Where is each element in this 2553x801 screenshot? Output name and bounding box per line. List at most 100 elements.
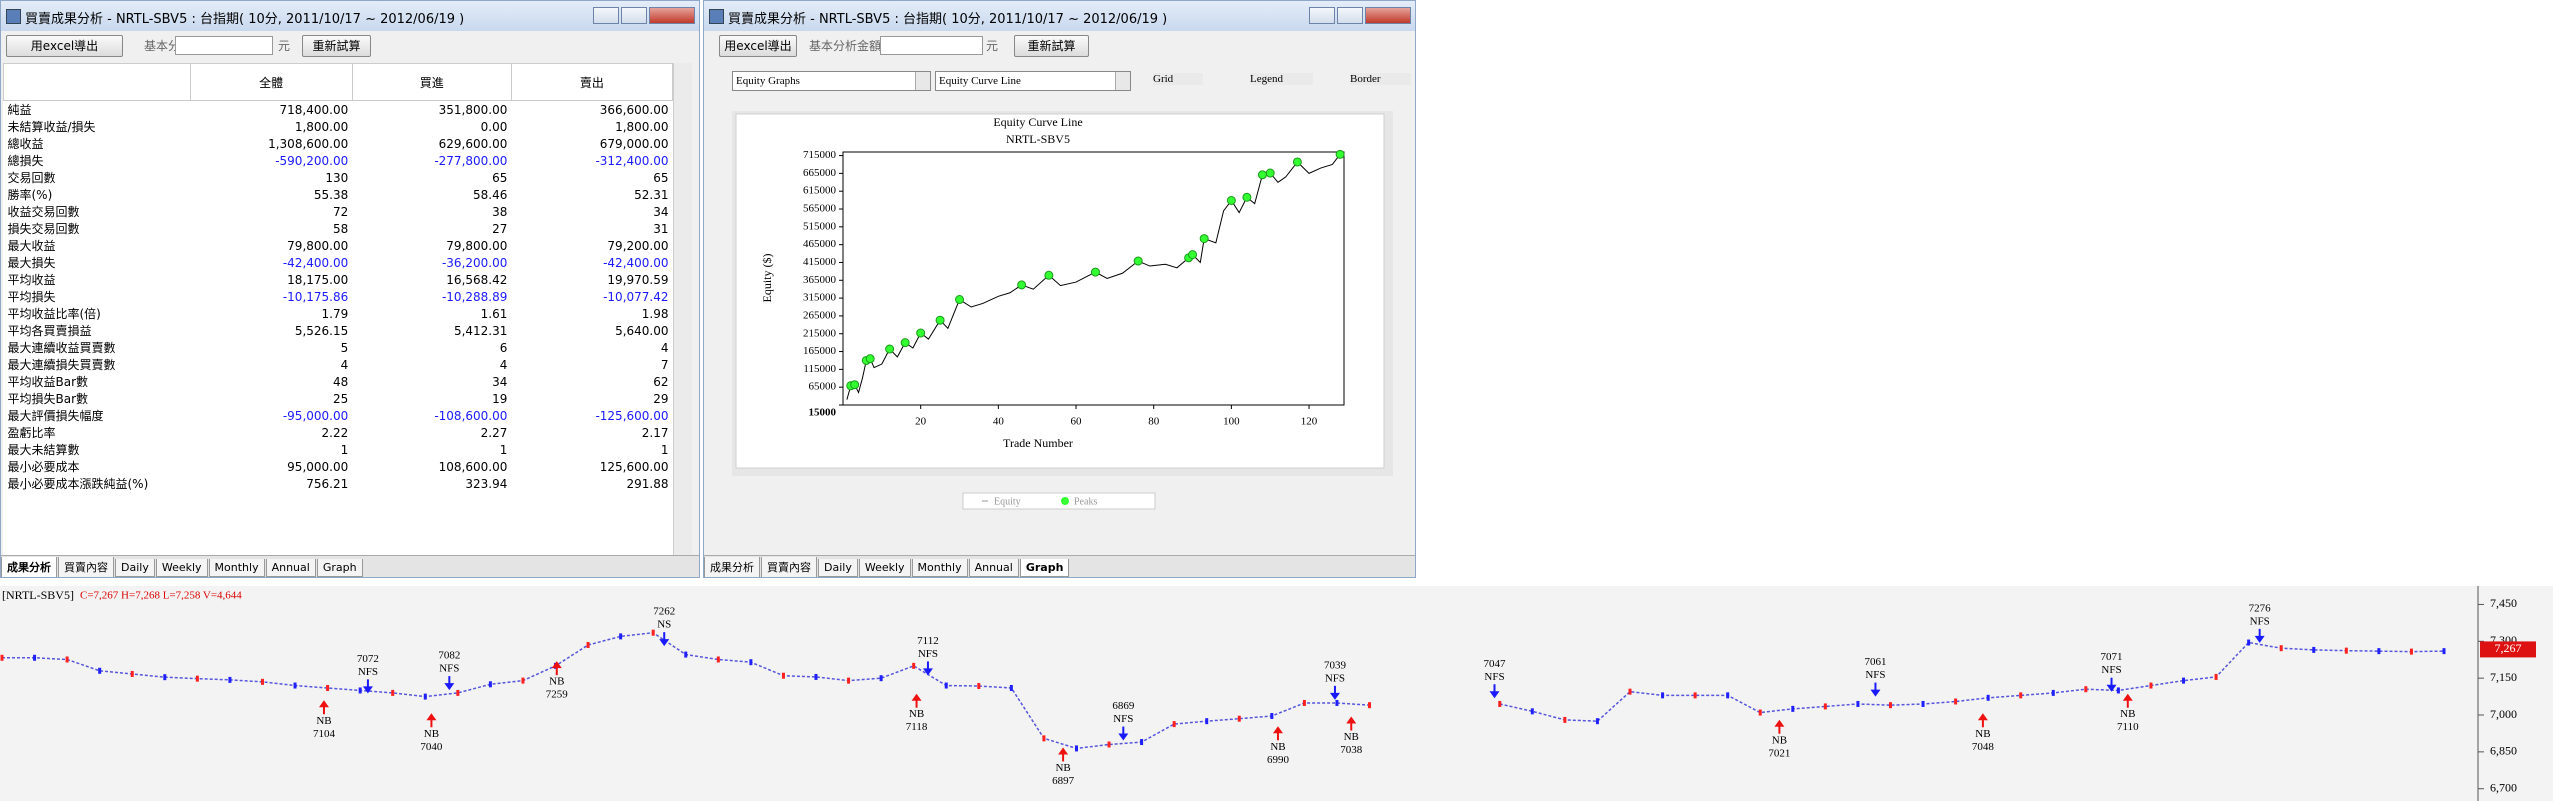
peak-point bbox=[1044, 270, 1054, 280]
table-row: 最大損失 -42,400.00 -36,200.00 -42,400.00 bbox=[4, 254, 673, 271]
tab[interactable]: 買賣內容 bbox=[761, 557, 817, 577]
price-bar bbox=[98, 667, 102, 674]
table-cell: 27 bbox=[492, 221, 508, 236]
table-cell: 108,600.00 bbox=[438, 459, 508, 474]
peak-point bbox=[955, 295, 965, 305]
table-cell: 1,308,600.00 bbox=[268, 136, 349, 151]
tab[interactable]: Weekly bbox=[858, 559, 911, 577]
option[interactable]: Border bbox=[1346, 71, 1411, 89]
table-cell: 125,600.00 bbox=[599, 459, 669, 474]
tab[interactable]: Annual bbox=[265, 559, 316, 577]
signal-price: 7038 bbox=[1340, 744, 1363, 756]
table-row: 最大未結算數 1 1 1 bbox=[4, 441, 673, 458]
table-cell: 1.98 bbox=[641, 306, 669, 321]
signal-arrowhead bbox=[2254, 635, 2265, 643]
amount-input[interactable] bbox=[175, 36, 273, 55]
table-cell: 1,800.00 bbox=[615, 119, 669, 134]
signal-name: NFS bbox=[2101, 664, 2121, 676]
table-cell: 679,000.00 bbox=[599, 136, 669, 151]
export-button[interactable]: 用excel導出 bbox=[6, 35, 123, 57]
column-header: 買進 bbox=[351, 63, 512, 101]
table-row: 純益 718,400.00 351,800.00 366,600.00 bbox=[4, 101, 673, 119]
recalc-button[interactable]: 重新試算 bbox=[302, 35, 371, 57]
tab[interactable]: Weekly bbox=[155, 559, 208, 577]
minimize-button[interactable] bbox=[1309, 7, 1335, 24]
price-bar bbox=[0, 654, 4, 661]
maximize-button[interactable] bbox=[621, 7, 647, 24]
column-header: 全體 bbox=[189, 63, 353, 101]
price-bar bbox=[1042, 735, 1046, 742]
close-button[interactable] bbox=[1365, 7, 1411, 24]
price-tick-label: 6,700 bbox=[2490, 780, 2517, 794]
tab[interactable]: 成果分析 bbox=[1, 557, 57, 577]
graph-selector-text: Equity Graphs bbox=[736, 75, 800, 87]
row-label: 平均收益 bbox=[7, 273, 56, 287]
option[interactable]: Legend bbox=[1246, 71, 1313, 89]
table-row: 收益交易回數 72 38 34 bbox=[4, 203, 673, 220]
tab[interactable]: 成果分析 bbox=[704, 557, 760, 577]
row-label: 平均損失Bar數 bbox=[7, 392, 89, 406]
tab-bar: 成果分析 買賣內容 Daily Weekly Monthly Annual Graph bbox=[1, 555, 699, 577]
price-bar bbox=[2377, 648, 2381, 655]
signal-price: 7021 bbox=[1768, 747, 1790, 759]
price-bar bbox=[1563, 716, 1567, 723]
price-bar bbox=[456, 689, 460, 696]
row-label: 平均各買賣損益 bbox=[7, 324, 92, 338]
table-row: 交易回數 130 65 65 bbox=[4, 169, 673, 186]
tab[interactable]: Daily bbox=[818, 559, 858, 577]
minimize-button[interactable] bbox=[593, 7, 619, 24]
y-tick-label: 415000 bbox=[803, 256, 837, 268]
graph-selector[interactable]: Equity Graphs bbox=[732, 71, 931, 91]
row-label: 未結算收益/損失 bbox=[7, 120, 96, 134]
tab[interactable]: Monthly bbox=[911, 559, 968, 577]
maximize-button[interactable] bbox=[1337, 7, 1363, 24]
table-cell: 7 bbox=[660, 357, 669, 372]
price-bar bbox=[977, 683, 981, 690]
table-cell: -95,000.00 bbox=[282, 408, 349, 423]
table-cell: -277,800.00 bbox=[434, 153, 508, 168]
price-bar bbox=[1758, 709, 1762, 716]
table-cell: 58 bbox=[332, 221, 349, 236]
tab[interactable]: Graph bbox=[1019, 559, 1070, 577]
tab[interactable]: Monthly bbox=[208, 559, 265, 577]
table-cell: 16,568.42 bbox=[446, 272, 508, 287]
tab[interactable]: Daily bbox=[115, 559, 155, 577]
close-button[interactable] bbox=[649, 7, 695, 24]
amount-input[interactable] bbox=[880, 36, 983, 55]
export-button[interactable]: 用excel導出 bbox=[719, 35, 797, 57]
table-cell: 2.27 bbox=[480, 425, 508, 440]
table-cell: 79,800.00 bbox=[287, 238, 349, 253]
price-bar bbox=[423, 693, 427, 700]
price-bar bbox=[293, 682, 297, 689]
table-cell: 5,526.15 bbox=[294, 323, 349, 338]
table-row: 最小必要成本 95,000.00 108,600.00 125,600.00 bbox=[4, 458, 673, 475]
graph-type-selector[interactable]: Equity Curve Line bbox=[935, 71, 1131, 91]
peak-point bbox=[1242, 192, 1252, 202]
price-bar bbox=[749, 659, 753, 666]
signal-arrowhead bbox=[1058, 747, 1069, 755]
peak-point bbox=[1188, 250, 1198, 260]
recalc-button[interactable]: 重新試算 bbox=[1014, 35, 1089, 57]
tab[interactable]: 買賣內容 bbox=[58, 557, 114, 577]
table-row: 最大連續收益買賣數 5 6 4 bbox=[4, 339, 673, 356]
price-bar bbox=[2344, 647, 2348, 654]
table-cell: 756.21 bbox=[306, 476, 349, 491]
tab[interactable]: Graph bbox=[316, 559, 363, 577]
signal-arrowhead bbox=[551, 661, 562, 669]
price-bar bbox=[944, 682, 948, 689]
table-row: 盈虧比率 2.22 2.27 2.17 bbox=[4, 424, 673, 441]
scrollbar[interactable] bbox=[673, 63, 692, 555]
price-bar bbox=[1205, 718, 1209, 725]
table-cell: 1 bbox=[660, 442, 669, 457]
row-label: 最大連續損失買賣數 bbox=[7, 358, 116, 372]
signal-name: NB bbox=[549, 676, 564, 688]
y-tick-label: 365000 bbox=[803, 274, 837, 286]
x-tick-label: 60 bbox=[1071, 416, 1083, 428]
table-cell: 1 bbox=[499, 442, 508, 457]
price-bar bbox=[488, 681, 492, 688]
tab[interactable]: Annual bbox=[968, 559, 1019, 577]
signal-arrowhead bbox=[922, 668, 933, 676]
table-cell: 5,640.00 bbox=[615, 323, 669, 338]
option[interactable]: Grid bbox=[1149, 71, 1204, 89]
row-label: 損失交易回數 bbox=[7, 222, 80, 236]
